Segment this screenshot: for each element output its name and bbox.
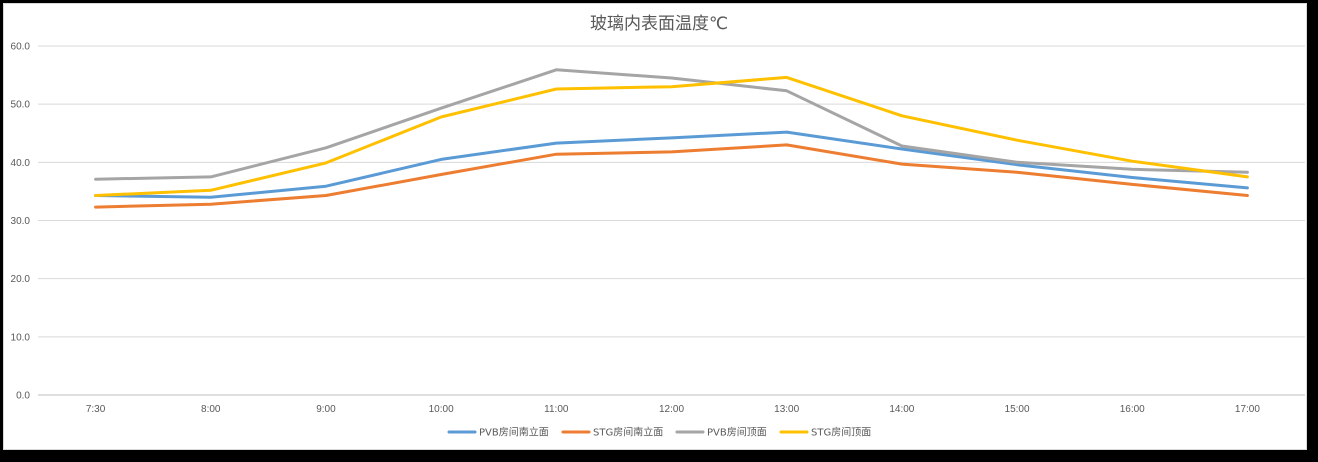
series-line <box>94 143 1249 209</box>
x-tick-label: 14:00 <box>889 404 914 415</box>
legend-item: STG房间南立面 <box>561 426 663 439</box>
legend: PVB房间南立面 STG房间南立面 PVB房间顶面 STG房间顶面 <box>447 426 871 439</box>
series-line <box>94 68 1249 181</box>
legend-label: STG房间顶面 <box>811 426 871 439</box>
x-tick-label: 15:00 <box>1005 404 1030 415</box>
y-axis-tick-labels: 0.0 10.0 20.0 30.0 40.0 50.0 60.0 <box>11 42 31 402</box>
y-tick-label: 50.0 <box>11 100 31 111</box>
y-tick-label: 40.0 <box>11 158 31 169</box>
series-line <box>94 75 1249 197</box>
x-tick-label: 9:00 <box>316 404 336 415</box>
x-tick-label: 7:30 <box>86 404 106 415</box>
y-tick-label: 60.0 <box>11 42 31 53</box>
legend-item: PVB房间顶面 <box>675 426 767 439</box>
x-tick-label: 13:00 <box>774 404 799 415</box>
legend-label: PVB房间南立面 <box>479 426 549 439</box>
x-tick-label: 12:00 <box>659 404 684 415</box>
legend-item: PVB房间南立面 <box>447 426 549 439</box>
x-tick-label: 10:00 <box>429 404 454 415</box>
y-tick-label: 0.0 <box>16 391 30 402</box>
x-tick-label: 17:00 <box>1235 404 1260 415</box>
series-line <box>94 130 1249 199</box>
gridlines <box>38 45 1305 396</box>
legend-item: STG房间顶面 <box>779 426 871 439</box>
legend-label: STG房间南立面 <box>593 426 663 439</box>
x-tick-label: 16:00 <box>1120 404 1145 415</box>
chart-title: 玻璃内表面温度℃ <box>589 14 729 34</box>
y-tick-label: 30.0 <box>11 216 31 227</box>
x-axis-tick-labels: 7:30 8:00 9:00 10:00 11:00 12:00 13:00 14:00 15:… <box>86 404 1260 415</box>
y-tick-label: 20.0 <box>11 274 31 285</box>
x-tick-label: 11:00 <box>544 404 569 415</box>
x-tick-label: 8:00 <box>201 404 221 415</box>
legend-label: PVB房间顶面 <box>707 426 767 439</box>
series-lines <box>94 68 1249 209</box>
y-tick-label: 10.0 <box>11 332 31 343</box>
